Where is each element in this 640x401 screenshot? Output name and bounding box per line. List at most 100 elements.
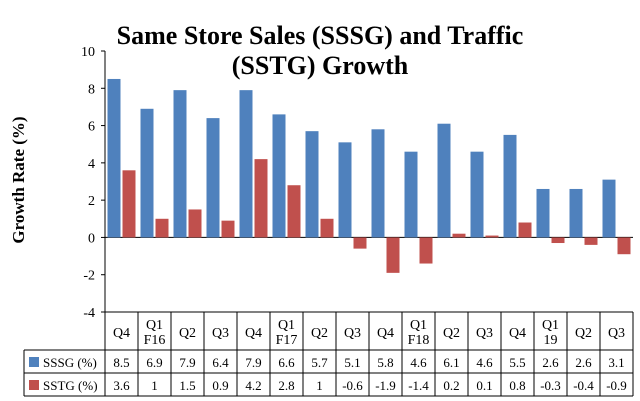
x-tick-label-line: Q2 <box>443 326 460 341</box>
sstg-value-label: -0.6 <box>342 378 363 393</box>
x-tick-label: Q4 <box>509 326 526 341</box>
sstg-bar <box>551 237 565 244</box>
sstg-value-label: 0.8 <box>509 378 525 393</box>
sstg-bar <box>584 237 598 245</box>
sssg-value-label: 3.1 <box>608 355 624 370</box>
x-tick-label: Q1 19 <box>542 318 559 348</box>
x-tick-label-line: 19 <box>544 333 558 348</box>
sssg-value-label: 6.4 <box>212 355 229 370</box>
x-tick-label: Q3 <box>344 326 361 341</box>
sstg-bar <box>287 185 301 238</box>
x-tick-label: Q4 <box>113 326 130 341</box>
sssg-bar <box>437 123 451 238</box>
sstg-bar <box>221 220 235 238</box>
sstg-value-label: 0.2 <box>443 378 459 393</box>
x-tick-label-line: Q2 <box>575 326 592 341</box>
x-tick-label: Q1 F18 <box>408 318 430 348</box>
sstg-value-label: 0.1 <box>476 378 492 393</box>
sstg-bar <box>320 218 334 238</box>
sstg-value-label: -0.9 <box>606 378 627 393</box>
sssg-bar <box>239 90 253 238</box>
x-tick-label: Q2 <box>575 326 592 341</box>
y-tick-label: 10 <box>81 45 95 60</box>
sssg-bar <box>404 151 418 238</box>
x-tick-label-line: Q2 <box>179 326 196 341</box>
sssg-value-label: 5.5 <box>509 355 525 370</box>
x-tick-label-line: Q3 <box>344 326 361 341</box>
x-tick-label: Q3 <box>476 326 493 341</box>
y-tick-label: 8 <box>88 82 95 97</box>
sstg-value-label: -1.9 <box>375 378 396 393</box>
sssg-bar <box>206 118 220 238</box>
sstg-value-label: 3.6 <box>113 378 130 393</box>
x-tick-label-line: Q4 <box>509 326 526 341</box>
sstg-bar <box>254 159 268 238</box>
sssg-bar <box>602 179 616 238</box>
x-tick-label-line: Q4 <box>245 326 262 341</box>
sstg-legend-label: SSTG (%) <box>43 378 98 393</box>
plot-area: -4 -2 0 2 4 6 8 10 <box>81 45 633 321</box>
sssg-bar <box>272 114 286 238</box>
sstg-value-label: -1.4 <box>408 378 429 393</box>
sssg-value-label: 7.9 <box>245 355 261 370</box>
sssg-bar <box>173 90 187 238</box>
sstg-bar <box>617 237 631 255</box>
x-tick-label: Q1 F17 <box>276 318 298 348</box>
sssg-bar <box>536 188 550 238</box>
x-tick-label: Q3 <box>608 326 625 341</box>
sstg-value-label: -0.3 <box>540 378 561 393</box>
sssg-bar <box>569 188 583 238</box>
sstg-bar <box>419 237 433 264</box>
x-tick-label-line: Q1 <box>542 318 559 333</box>
sstg-value-label: 1.5 <box>179 378 195 393</box>
x-tick-label-line: Q1 <box>410 318 427 333</box>
sssg-value-label: 4.6 <box>476 355 493 370</box>
sssg-value-label: 6.9 <box>146 355 162 370</box>
y-tick-label: -2 <box>83 269 95 284</box>
sssg-legend-label: SSSG (%) <box>43 355 97 370</box>
sssg-bar <box>371 129 385 238</box>
sssg-value-label: 2.6 <box>542 355 559 370</box>
y-tick-label: 6 <box>88 120 95 135</box>
sstg-value-label: -0.4 <box>573 378 594 393</box>
sssg-bar <box>470 151 484 238</box>
sstg-value-label: 1 <box>151 378 158 393</box>
chart-title-line1: Same Store Sales (SSSG) and Traffic <box>117 21 524 50</box>
sssg-value-label: 7.9 <box>179 355 195 370</box>
sstg-value-label: 0.9 <box>212 378 228 393</box>
x-tick-label-line: Q4 <box>377 326 394 341</box>
sstg-bar <box>155 218 169 238</box>
sssg-value-label: 5.1 <box>344 355 360 370</box>
chart-title-line2: (SSTG) Growth <box>232 51 409 80</box>
sstg-value-label: 1 <box>316 378 323 393</box>
sssg-value-label: 5.7 <box>311 355 328 370</box>
sstg-bar <box>485 235 499 238</box>
sstg-value-label: 2.8 <box>278 378 294 393</box>
x-tick-label-line: Q3 <box>212 326 229 341</box>
x-tick-label-line: Q3 <box>608 326 625 341</box>
sssg-bar <box>305 131 319 238</box>
sssg-value-label: 8.5 <box>113 355 129 370</box>
sstg-bar <box>122 170 136 238</box>
x-tick-label: Q2 <box>311 326 328 341</box>
x-tick-label-line: Q1 <box>278 318 295 333</box>
sstg-bar <box>386 237 400 273</box>
x-tick-label: Q4 <box>245 326 262 341</box>
sstg-bar <box>188 209 202 238</box>
sssg-bar <box>338 142 352 238</box>
y-tick-label: 2 <box>88 194 95 209</box>
sstg-bar <box>518 222 532 238</box>
sstg-bar <box>353 237 367 249</box>
x-tick-label-line: Q1 <box>146 318 163 333</box>
sssg-value-label: 6.6 <box>278 355 295 370</box>
sstg-value-label: 4.2 <box>245 378 261 393</box>
y-tick-label: -4 <box>83 306 95 321</box>
sssg-value-label: 4.6 <box>410 355 427 370</box>
x-tick-label-line: Q4 <box>113 326 130 341</box>
x-tick-label-line: Q3 <box>476 326 493 341</box>
x-tick-label: Q3 <box>212 326 229 341</box>
sssg-value-label: 6.1 <box>443 355 459 370</box>
sstg-legend-key <box>29 380 39 390</box>
